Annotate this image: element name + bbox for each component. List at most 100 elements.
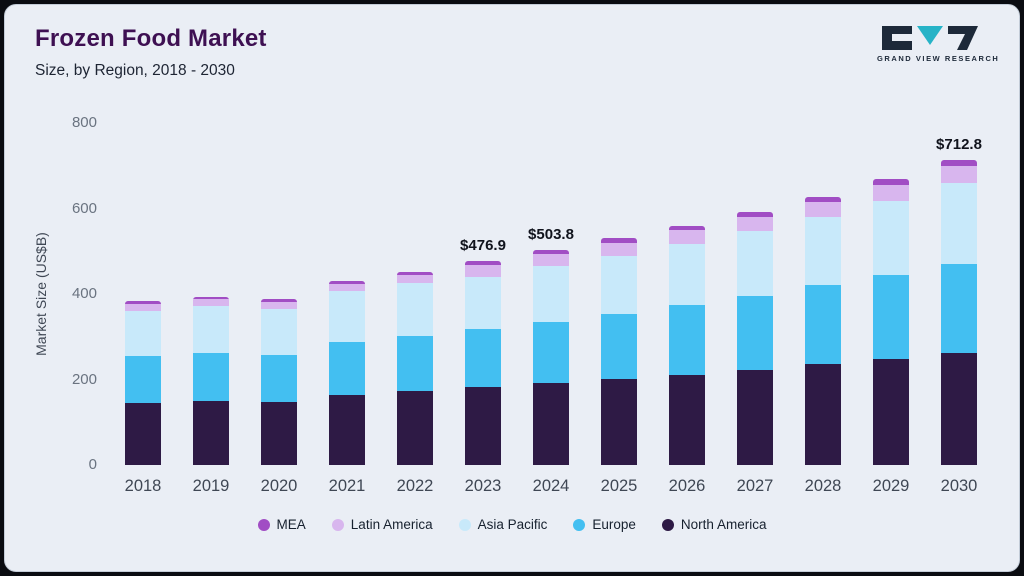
bar-segment-latin-america <box>601 242 637 256</box>
bar-segment-mea <box>125 301 161 304</box>
bar-segment-north-america <box>873 358 909 465</box>
bar-segment-latin-america <box>125 303 161 312</box>
bar-segment-latin-america <box>533 254 569 267</box>
bar-segment-north-america <box>533 382 569 465</box>
bar-segment-mea <box>329 281 365 284</box>
bar-column-2022 <box>381 123 449 465</box>
legend-dot-north-america <box>661 518 674 531</box>
bar-segment-europe <box>329 341 365 396</box>
x-tick-label-2023: 2023 <box>464 477 502 495</box>
x-axis: 2018 2019 2020 2021 2022 2023 2024 2025 2026 2027… <box>109 477 993 496</box>
y-axis: 0 200 400 600 800 <box>45 114 97 473</box>
bar-segment-north-america <box>805 364 841 465</box>
bar-segment-asia-pacific <box>465 276 501 330</box>
stacked-bar-2020 <box>261 299 297 465</box>
bar-segment-europe <box>125 356 161 404</box>
bar-segment-latin-america <box>397 274 433 284</box>
bar-segment-north-america <box>329 395 365 465</box>
bar-segment-latin-america <box>261 301 297 309</box>
gvr-logo-mark <box>882 26 978 50</box>
bar-segment-mea <box>601 238 637 243</box>
bar-column-2026 <box>653 123 721 465</box>
x-tick-label-2024: 2024 <box>532 477 570 495</box>
legend-label-north-america: North America <box>680 517 767 532</box>
bar-column-2023: $476.9 <box>449 123 517 465</box>
bar-segment-latin-america <box>193 299 229 307</box>
bar-segment-europe <box>669 305 705 375</box>
legend-item-europe: Europe <box>573 517 636 532</box>
bar-segment-mea <box>941 160 977 167</box>
bar-segment-europe <box>941 263 977 353</box>
bar-segment-europe <box>805 285 841 365</box>
bar-segment-latin-america <box>873 185 909 202</box>
bar-segment-europe <box>737 296 773 371</box>
stacked-bar-2023 <box>465 261 501 465</box>
bar-segment-asia-pacific <box>737 231 773 297</box>
stacked-bar-2028 <box>805 196 841 465</box>
bar-segment-mea <box>261 299 297 302</box>
bar-segment-asia-pacific <box>873 201 909 275</box>
bar-column-2025 <box>585 123 653 465</box>
legend-label-asia-pacific: Asia Pacific <box>477 517 548 532</box>
stacked-bar-2029 <box>873 179 909 465</box>
bar-segment-latin-america <box>669 230 705 245</box>
bar-value-label-2030: $712.8 <box>936 136 982 154</box>
stacked-bar-2027 <box>737 211 773 465</box>
bar-segment-latin-america <box>941 166 977 184</box>
bar-segment-north-america <box>125 403 161 465</box>
bar-segment-europe <box>465 329 501 388</box>
bar-segment-mea <box>669 225 705 231</box>
stacked-bar-2018 <box>125 301 161 465</box>
bar-segment-north-america <box>941 352 977 465</box>
y-tick-label-600: 600 <box>71 199 97 217</box>
x-tick-label-2025: 2025 <box>600 477 638 495</box>
legend-label-mea: MEA <box>276 517 306 532</box>
legend-label-europe: Europe <box>592 517 636 532</box>
bar-segment-mea <box>193 296 229 300</box>
legend-dot-europe <box>573 518 586 531</box>
bar-segment-north-america <box>737 370 773 465</box>
stacked-bar-2025 <box>601 238 637 465</box>
stacked-bar-2024 <box>533 249 569 465</box>
bar-segment-north-america <box>193 400 229 465</box>
page-title: Frozen Food Market <box>35 25 267 52</box>
y-tick-label-0: 0 <box>88 456 97 473</box>
legend-dot-mea <box>257 518 270 531</box>
page-subtitle: Size, by Region, 2018 - 2030 <box>35 62 235 79</box>
bar-segment-north-america <box>397 391 433 465</box>
bar-column-2027 <box>721 123 789 465</box>
x-tick-label-2028: 2028 <box>804 477 842 495</box>
bar-segment-europe <box>397 335 433 392</box>
bar-segment-europe <box>193 352 229 401</box>
bar-column-2024: $503.8 <box>517 123 585 465</box>
bar-segment-latin-america <box>329 283 365 292</box>
x-tick-label-2021: 2021 <box>328 477 366 495</box>
gvr-logo-text: GRAND VIEW RESEARCH <box>877 54 1000 63</box>
bar-column-2018 <box>109 123 177 465</box>
plot-area: $476.9 $503.8 $712.8 <box>109 123 993 465</box>
bar-segment-asia-pacific <box>397 283 433 336</box>
y-tick-label-200: 200 <box>71 370 97 388</box>
legend-dot-asia-pacific <box>458 518 471 531</box>
bar-segment-north-america <box>601 379 637 465</box>
bar-value-label-2024: $503.8 <box>528 225 574 243</box>
chart-legend: MEA Latin America Asia Pacific Europe North … <box>5 517 1019 532</box>
x-tick-label-2019: 2019 <box>192 477 230 495</box>
x-tick-label-2027: 2027 <box>736 477 774 495</box>
bar-segment-mea <box>465 261 501 266</box>
x-tick-label-2020: 2020 <box>260 477 298 495</box>
bar-column-2019 <box>177 123 245 465</box>
bar-segment-asia-pacific <box>125 311 161 357</box>
bar-segment-asia-pacific <box>805 217 841 286</box>
bar-segment-mea <box>873 179 909 186</box>
stacked-bar-2019 <box>193 296 229 465</box>
bar-segment-mea <box>397 271 433 275</box>
bar-column-2028 <box>789 123 857 465</box>
legend-item-latin-america: Latin America <box>331 517 433 532</box>
bar-segment-europe <box>533 321 569 383</box>
legend-label-latin-america: Latin America <box>350 517 433 532</box>
bar-segment-north-america <box>261 401 297 465</box>
legend-dot-latin-america <box>331 518 344 531</box>
bar-segment-europe <box>601 314 637 380</box>
chart-header: Frozen Food Market Size, by Region, 2018… <box>35 25 267 80</box>
